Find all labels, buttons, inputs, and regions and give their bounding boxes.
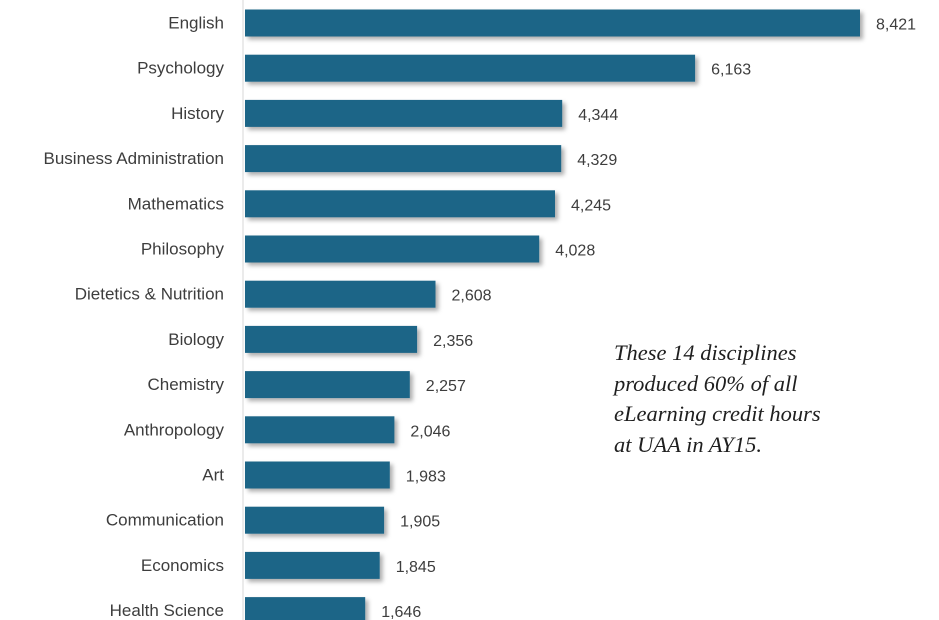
bar xyxy=(245,506,385,534)
category-label: Biology xyxy=(168,330,224,349)
value-label: 2,608 xyxy=(452,288,492,305)
category-label: Communication xyxy=(106,511,224,530)
category-label: English xyxy=(168,14,224,33)
bar xyxy=(245,325,418,353)
value-label: 4,344 xyxy=(578,107,618,124)
bar xyxy=(245,597,366,620)
chart-annotation: These 14 disciplines produced 60% of all… xyxy=(614,338,914,460)
bar xyxy=(245,9,860,37)
value-label: 1,845 xyxy=(396,559,436,576)
bar xyxy=(245,371,410,399)
value-label: 1,983 xyxy=(406,469,446,486)
category-label: Chemistry xyxy=(147,375,224,394)
value-label: 4,329 xyxy=(577,152,617,169)
value-labels: 8,421 6,163 4,344 4,329 4,245 4,028 2,608 2,356… xyxy=(381,17,916,620)
bar xyxy=(245,461,390,489)
category-labels: English Psychology History Business Adminis… xyxy=(44,14,225,620)
annotation-line: These 14 disciplines xyxy=(614,340,797,365)
bar xyxy=(245,99,563,127)
value-label: 4,028 xyxy=(555,243,595,260)
value-label: 1,905 xyxy=(400,514,440,531)
bar xyxy=(245,190,555,218)
value-label: 4,245 xyxy=(571,197,611,214)
value-label: 1,646 xyxy=(381,604,421,620)
category-label: Dietetics & Nutrition xyxy=(75,285,224,304)
value-label: 8,421 xyxy=(876,17,916,34)
category-label: Art xyxy=(202,466,224,485)
bar xyxy=(245,54,696,82)
bar xyxy=(245,280,436,308)
category-label: History xyxy=(171,104,224,123)
value-label: 2,257 xyxy=(426,378,466,395)
category-label: Health Science xyxy=(110,601,224,620)
value-label: 6,163 xyxy=(711,62,751,79)
bars xyxy=(245,9,860,620)
bar xyxy=(245,145,562,173)
bar xyxy=(245,551,380,579)
category-label: Philosophy xyxy=(141,240,225,259)
annotation-line: eLearning credit hours xyxy=(614,401,821,426)
category-label: Mathematics xyxy=(128,194,224,213)
category-label: Psychology xyxy=(137,59,224,78)
bar xyxy=(245,416,395,444)
value-label: 2,046 xyxy=(410,423,450,440)
bar xyxy=(245,235,540,263)
category-label: Anthropology xyxy=(124,420,225,439)
annotation-line: at UAA in AY15. xyxy=(614,431,762,457)
annotation-line: produced 60% of all xyxy=(614,370,798,396)
category-label: Economics xyxy=(141,556,224,575)
category-label: Business Administration xyxy=(44,149,224,168)
value-label: 2,356 xyxy=(433,333,473,350)
